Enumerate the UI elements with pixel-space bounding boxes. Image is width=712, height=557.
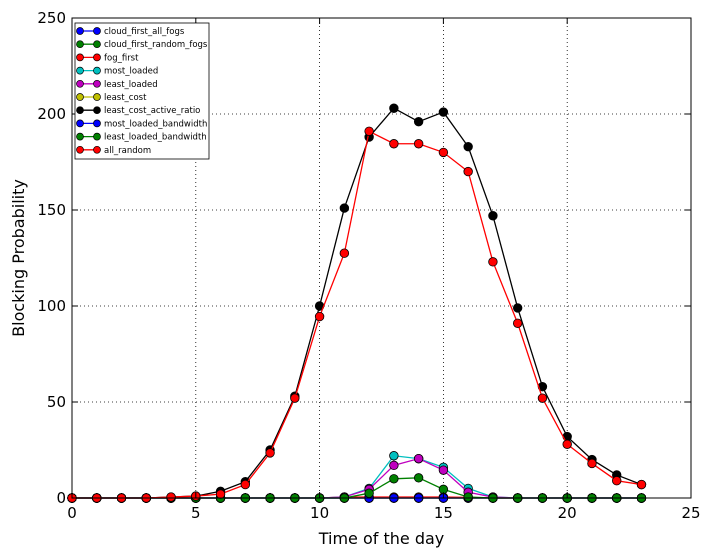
data-point xyxy=(215,489,226,499)
data-point xyxy=(339,203,350,213)
data-point xyxy=(389,139,399,149)
data-point xyxy=(438,107,449,117)
legend-entry: all_random xyxy=(76,145,151,156)
legend-marker xyxy=(93,53,101,62)
legend-entry: least_loaded_bandwidth xyxy=(76,132,207,143)
legend-marker xyxy=(76,40,84,49)
x-tick-label: 20 xyxy=(558,504,577,522)
axes-frame xyxy=(71,17,692,499)
y-tick-label: 100 xyxy=(37,297,66,315)
data-point xyxy=(488,257,498,267)
legend-entry: least_cost xyxy=(76,93,147,103)
legend-label: most_loaded xyxy=(104,67,158,77)
legend-label: all_random xyxy=(104,146,151,156)
legend-label: least_loaded xyxy=(104,80,158,90)
data-point xyxy=(438,147,449,158)
data-point xyxy=(463,141,473,152)
legend-label: most_loaded_bandwidth xyxy=(104,119,207,129)
data-point xyxy=(314,311,325,322)
legend-marker xyxy=(76,79,84,88)
legend-label: cloud_first_random_fogs xyxy=(104,40,208,50)
legend-marker xyxy=(76,93,84,101)
legend-marker xyxy=(93,40,101,49)
data-point xyxy=(389,460,399,471)
legend-label: least_cost_active_ratio xyxy=(104,106,200,116)
x-tick-label: 15 xyxy=(434,504,453,522)
data-point xyxy=(364,488,374,498)
data-point xyxy=(463,166,473,177)
legend-marker xyxy=(76,145,84,154)
data-point xyxy=(413,473,424,483)
data-point xyxy=(612,476,622,486)
legend-entry: cloud_first_random_fogs xyxy=(76,40,208,50)
legend-marker xyxy=(76,66,84,75)
series-all_random xyxy=(67,126,647,503)
data-point xyxy=(512,303,523,313)
x-tick-label: 5 xyxy=(191,504,201,522)
y-tick-label: 200 xyxy=(37,105,66,123)
legend-label: fog_first xyxy=(104,53,139,63)
data-point xyxy=(389,451,399,461)
legend-entry: fog_first xyxy=(76,53,139,63)
legend-label: least_cost xyxy=(104,93,147,103)
data-point xyxy=(240,479,251,490)
legend-label: least_loaded_bandwidth xyxy=(104,133,207,143)
data-point xyxy=(166,492,176,502)
data-point xyxy=(364,126,374,136)
x-tick-label: 25 xyxy=(681,504,700,522)
x-tick-label: 10 xyxy=(310,504,329,522)
data-point xyxy=(562,439,572,449)
data-point xyxy=(587,458,597,469)
data-point xyxy=(512,318,523,328)
legend-entry: most_loaded xyxy=(76,66,158,77)
legend-marker xyxy=(93,106,101,115)
y-tick-label: 50 xyxy=(47,393,66,411)
data-point xyxy=(488,211,498,221)
legend-marker xyxy=(93,66,101,75)
legend-marker xyxy=(76,119,84,128)
data-point xyxy=(413,139,424,149)
legend-marker xyxy=(93,93,101,101)
data-point xyxy=(290,393,300,403)
legend-entry: cloud_first_all_fogs xyxy=(76,27,185,37)
data-point xyxy=(339,248,350,258)
y-axis-label: Blocking Probability xyxy=(9,179,28,337)
y-tick-label: 0 xyxy=(56,489,66,507)
legend-marker xyxy=(76,27,84,35)
y-tick-label: 150 xyxy=(37,201,66,219)
legend-marker xyxy=(93,145,101,154)
data-point xyxy=(537,393,548,403)
legend-marker xyxy=(76,53,84,62)
data-point xyxy=(463,492,473,502)
legend-entry: least_cost_active_ratio xyxy=(76,106,200,116)
data-point xyxy=(413,453,424,464)
data-point xyxy=(265,448,275,458)
legend-marker xyxy=(76,106,84,115)
legend-entry: least_loaded xyxy=(76,79,158,90)
data-point xyxy=(389,103,399,113)
data-point xyxy=(636,479,647,490)
legend-marker xyxy=(76,132,84,141)
legend-marker xyxy=(93,27,101,35)
x-axis-label: Time of the day xyxy=(318,529,445,548)
data-point xyxy=(389,474,399,484)
legend-label: cloud_first_all_fogs xyxy=(104,27,185,37)
y-tick-label: 250 xyxy=(37,9,66,27)
legend-marker xyxy=(93,119,101,128)
data-point xyxy=(413,116,424,127)
data-point xyxy=(438,465,449,475)
x-tick-label: 0 xyxy=(67,504,77,522)
legend: cloud_first_all_fogs cloud_first_random_f… xyxy=(74,22,210,160)
legend-marker xyxy=(93,132,101,141)
legend-entry: most_loaded_bandwidth xyxy=(76,119,207,129)
legend-marker xyxy=(93,79,101,88)
